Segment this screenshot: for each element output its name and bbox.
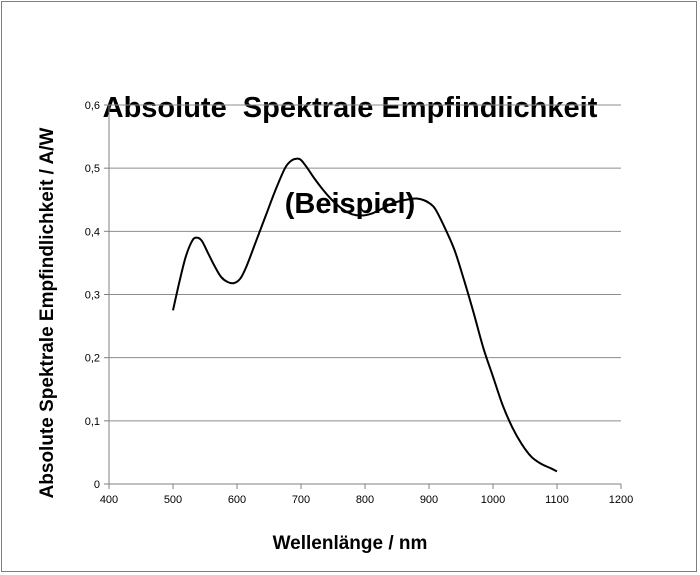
x-tick-label: 1000 [481,494,505,506]
x-axis-label: Wellenlänge / nm [273,533,428,554]
chart-title-line-1: Absolute Spektrale Empfindlichkeit [102,92,598,124]
x-tick-label: 1200 [609,494,633,506]
y-tick-label: 0,2 [85,353,100,365]
y-tick-label: 0,4 [85,226,100,238]
x-tick-label: 400 [100,494,118,506]
x-tick-label: 800 [356,494,374,506]
x-tick-label: 700 [292,494,310,506]
y-tick-label: 0,1 [85,416,100,428]
series-line [172,157,558,473]
y-tick-label: 0,3 [85,290,100,302]
gridlines [109,104,621,422]
y-tick-label: 0,5 [85,163,100,175]
series-group [172,157,558,473]
y-tick-label: 0,6 [85,100,100,112]
y-tick-labels: 0 0,1 0,2 0,3 0,4 0,5 0,6 [85,100,100,491]
y-tick-label: 0 [94,479,100,491]
x-tick-label: 600 [228,494,246,506]
y-axis-label: Absolute Spektrale Empfindlichkeit / A/W [37,127,58,498]
x-tick-label: 900 [420,494,438,506]
x-tick-label: 500 [164,494,182,506]
x-tick-label: 1100 [545,494,569,506]
axes [104,104,622,489]
x-tick-labels: 400 500 600 700 800 900 1000 1100 1200 [100,494,633,506]
